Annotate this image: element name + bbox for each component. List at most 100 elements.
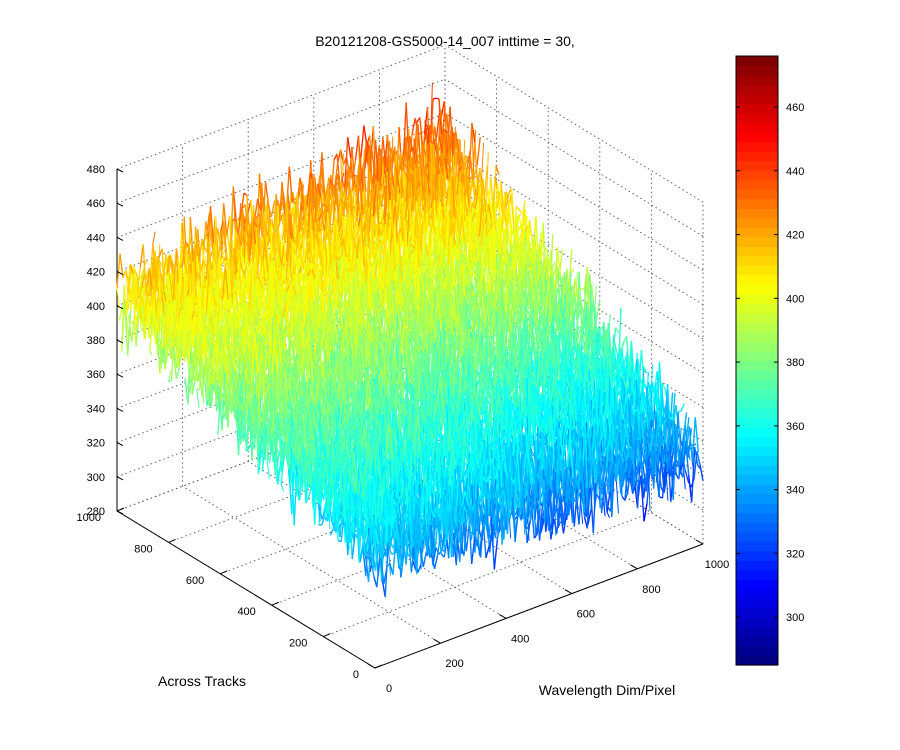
- surface-segment: [267, 196, 272, 229]
- surface-segment: [333, 173, 339, 195]
- surface-segment: [122, 269, 127, 279]
- surface-segment: [364, 142, 369, 169]
- surface-segment: [223, 203, 228, 236]
- grid-line-sidewall-z: [444, 181, 704, 340]
- surface-segment: [166, 255, 171, 275]
- grid-line-sidewall-z: [444, 147, 704, 305]
- grid-line-sidewall-z: [444, 215, 704, 374]
- surface-segment: [290, 192, 295, 202]
- surface-segment: [344, 137, 349, 188]
- grid-line-sidewall-z: [444, 386, 704, 545]
- grid-line-sidewall-z: [444, 78, 704, 237]
- surface-segment: [476, 137, 481, 165]
- surface-segment: [118, 306, 123, 321]
- surface-segment: [127, 310, 132, 356]
- surface-segment: [411, 132, 415, 136]
- surface-segment: [149, 351, 153, 356]
- surface-segment: [200, 242, 206, 248]
- surface-segment: [281, 182, 286, 217]
- surface-segment: [355, 163, 360, 196]
- surface-segment: [124, 299, 129, 356]
- surface-segment: [480, 142, 485, 185]
- surface-segment: [306, 173, 311, 207]
- grid-line-sidewall-z: [444, 113, 704, 271]
- surface-segment: [148, 311, 152, 339]
- surface-segment: [423, 127, 428, 143]
- surface-segment: [351, 146, 356, 187]
- surface-segment: [363, 163, 367, 193]
- surface-segment: [116, 253, 121, 289]
- surface-segment: [432, 97, 437, 100]
- surface-segment: [334, 163, 339, 188]
- surface-segment: [194, 314, 199, 318]
- surface-segment: [189, 217, 194, 261]
- surface-segment: [220, 231, 224, 249]
- surface-segment: [432, 131, 437, 174]
- surface-segment: [439, 112, 443, 135]
- surface-segment: [435, 97, 440, 100]
- surface-segment: [411, 118, 416, 134]
- surface-segment: [128, 314, 133, 343]
- grid-line-backwall-z: [116, 44, 446, 170]
- surface-plot: [116, 82, 704, 598]
- surface-segment: [129, 264, 134, 274]
- surface-segment: [309, 173, 313, 178]
- surface-segment: [258, 213, 263, 238]
- surface-segment: [139, 298, 143, 312]
- surface-segment: [116, 288, 120, 309]
- y-axis-line: [116, 510, 376, 669]
- surface-segment: [152, 257, 157, 285]
- surface-segment: [128, 292, 133, 304]
- surface-segment: [363, 125, 368, 146]
- surface-segment: [243, 192, 248, 196]
- surface-segment: [300, 184, 304, 214]
- surface-segment: [336, 191, 340, 214]
- surface-segment: [197, 229, 201, 265]
- surface-segment: [140, 325, 144, 332]
- surface-segment: [232, 218, 237, 222]
- surface-segment: [209, 206, 215, 244]
- surface-segment: [256, 198, 262, 211]
- chart-title: B20121208-GS5000-14_007 inttime = 30,: [315, 33, 575, 49]
- surface-segment: [518, 209, 523, 215]
- surface-segment: [323, 186, 329, 202]
- surface-segment: [374, 140, 380, 184]
- surface-segment: [194, 303, 198, 306]
- surface-segment: [351, 187, 356, 219]
- surface-segment: [336, 173, 342, 193]
- surface-segment: [139, 244, 144, 268]
- surface-segment: [121, 284, 125, 352]
- grid-line-floor-x: [182, 485, 441, 644]
- surface-segment: [147, 294, 151, 297]
- grid-line-sidewall-z: [444, 44, 704, 203]
- surface-segment: [422, 147, 427, 157]
- surface-segment: [371, 140, 377, 193]
- surface-segment: [196, 389, 200, 409]
- surface-segment: [229, 218, 234, 259]
- surface-segment: [253, 198, 259, 221]
- surface-segment: [360, 125, 365, 158]
- grid-line-floor-x: [313, 436, 573, 594]
- surface-segment: [123, 284, 128, 312]
- surface-segment: [185, 271, 189, 274]
- surface-segment: [169, 255, 174, 274]
- surface-segment: [385, 162, 389, 168]
- surface-segment: [125, 316, 130, 338]
- grid-line-floor-x: [247, 461, 507, 619]
- surface-segment: [152, 231, 156, 245]
- grid-line-floor-x: [379, 411, 638, 570]
- surface-segment: [413, 138, 418, 164]
- surface-segment: [184, 240, 189, 247]
- surface-segment: [270, 201, 276, 218]
- surface-segment: [125, 292, 131, 317]
- surface-segment: [446, 106, 451, 161]
- surface-segment: [399, 154, 404, 170]
- surface-segment: [237, 202, 242, 235]
- surface-segment: [347, 137, 352, 158]
- surface-segment: [196, 246, 201, 263]
- x-axis-line: [374, 543, 704, 669]
- surface-segment: [175, 367, 180, 380]
- surface-segment: [130, 321, 134, 326]
